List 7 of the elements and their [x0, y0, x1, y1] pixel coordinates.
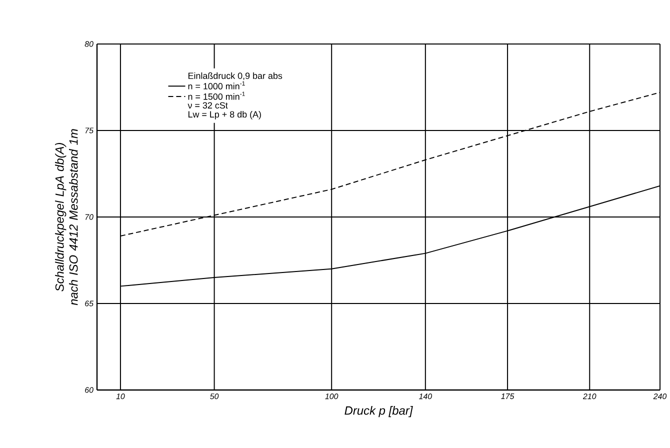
annotation: ν = 32 cSt: [188, 102, 228, 109]
y-axis-title: Schalldruckpegel LpA db(A) nach ISO 4412 Messabstand 1m: [55, 129, 78, 306]
annotation: Lw = Lp + 8 db (A): [188, 110, 261, 120]
legend-label: n = 1500 min$^{-1}$: [188, 92, 245, 100]
legend-label: n = 1000 min$^{-1}$: [188, 81, 245, 90]
x-axis-title: Druck p [bar]: [344, 406, 413, 418]
legend-title: Einlaßdruck 0,9 bar abs: [188, 72, 282, 80]
